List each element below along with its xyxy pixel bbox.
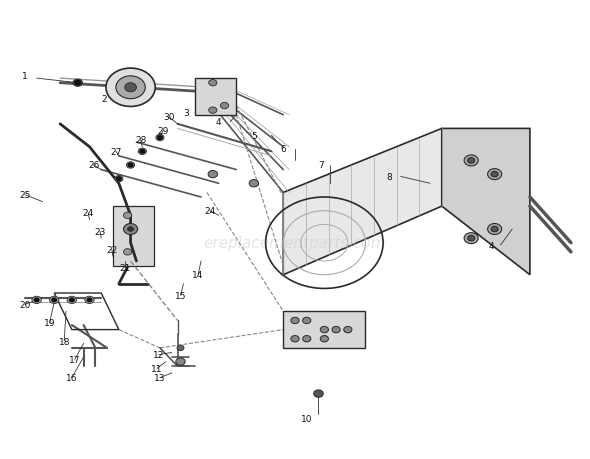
Polygon shape [113,207,154,266]
Polygon shape [195,79,236,116]
Polygon shape [442,129,530,275]
Circle shape [468,158,475,164]
Text: 13: 13 [154,373,166,382]
Text: 20: 20 [19,300,31,309]
Circle shape [303,336,311,342]
Circle shape [158,136,162,140]
Circle shape [221,103,229,110]
Text: 16: 16 [66,373,78,382]
Text: 14: 14 [192,271,204,280]
Text: 18: 18 [58,337,70,346]
Text: 4: 4 [489,241,494,250]
Circle shape [85,297,94,304]
Text: 24: 24 [204,207,215,216]
Text: 1: 1 [22,72,28,81]
Circle shape [138,149,146,155]
Circle shape [87,298,92,302]
Text: 15: 15 [175,291,186,300]
Text: 10: 10 [301,414,313,423]
Text: 19: 19 [44,319,55,328]
Circle shape [123,213,132,219]
Circle shape [73,80,83,87]
Circle shape [487,169,502,180]
Circle shape [209,80,217,87]
Circle shape [116,77,145,100]
Circle shape [209,108,217,114]
Text: 12: 12 [153,351,165,359]
Text: ereplacementparts.com: ereplacementparts.com [204,236,386,251]
Circle shape [464,233,478,244]
Text: 26: 26 [88,161,99,170]
Text: 23: 23 [94,227,106,236]
Circle shape [34,298,39,302]
Circle shape [52,298,57,302]
Circle shape [303,318,311,324]
Circle shape [50,297,59,304]
Circle shape [320,327,329,333]
Text: 25: 25 [19,191,31,200]
Circle shape [127,227,133,232]
Text: 6: 6 [280,145,286,154]
Polygon shape [283,312,365,348]
Text: 8: 8 [386,173,392,181]
Circle shape [156,135,164,141]
Text: 27: 27 [110,147,122,157]
Circle shape [116,178,121,181]
Circle shape [344,327,352,333]
Circle shape [70,298,74,302]
Circle shape [126,162,135,169]
Circle shape [464,156,478,167]
Circle shape [114,176,123,183]
Text: 7: 7 [319,161,324,170]
Text: 5: 5 [251,131,257,140]
Text: 2: 2 [101,95,107,104]
Text: 30: 30 [163,113,175,122]
Circle shape [128,164,133,168]
Circle shape [314,390,323,397]
Text: 24: 24 [83,209,94,218]
Circle shape [123,224,137,235]
Text: 21: 21 [119,264,130,273]
Circle shape [208,171,218,179]
Circle shape [75,81,81,86]
Text: 3: 3 [183,109,189,118]
Circle shape [176,358,185,365]
Circle shape [487,224,502,235]
Circle shape [249,180,258,188]
Circle shape [140,150,145,154]
Circle shape [32,297,41,304]
Circle shape [491,172,498,178]
Circle shape [332,327,340,333]
Circle shape [468,236,475,241]
Text: 11: 11 [151,364,163,373]
Circle shape [106,69,155,107]
Circle shape [320,336,329,342]
Circle shape [67,297,77,304]
Circle shape [124,84,136,93]
Text: 17: 17 [69,355,81,364]
Circle shape [291,318,299,324]
Text: 29: 29 [157,127,169,136]
Text: 28: 28 [135,136,146,145]
Polygon shape [283,129,442,275]
Text: 22: 22 [106,246,117,255]
Circle shape [291,336,299,342]
Circle shape [123,249,132,256]
Circle shape [177,345,184,351]
Text: 4: 4 [216,118,221,127]
Circle shape [491,227,498,232]
